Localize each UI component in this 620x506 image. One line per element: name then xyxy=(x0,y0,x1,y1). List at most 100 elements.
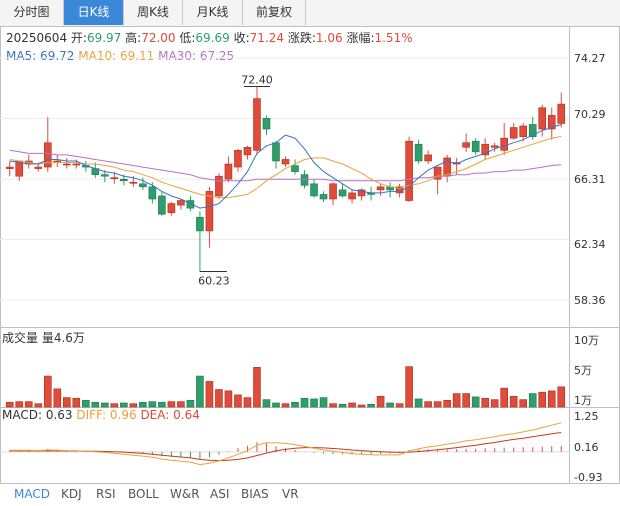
price-axis-label: 74.27 xyxy=(574,52,606,65)
candle-body xyxy=(101,174,109,177)
info-open-label: 开: xyxy=(70,31,87,45)
volume-bar xyxy=(462,393,470,408)
indicator-vr[interactable]: VR xyxy=(282,487,299,501)
period-tabs: 分时图 日K线 周K线 月K线 前复权 xyxy=(0,0,620,27)
candle-body xyxy=(234,150,242,168)
indicator-boll[interactable]: BOLL xyxy=(128,487,159,501)
candle-body xyxy=(376,186,385,191)
candle-body xyxy=(253,98,261,151)
volume-bar xyxy=(167,401,176,408)
candle-body xyxy=(43,142,52,168)
indicator-macd[interactable]: MACD xyxy=(14,487,50,501)
volume-bar xyxy=(386,402,394,408)
volume-bar xyxy=(224,390,233,408)
volume-bar xyxy=(424,401,432,408)
indicator-rsi[interactable]: RSI xyxy=(96,487,116,501)
info-low-label: 低: xyxy=(179,31,196,45)
info-low: 69.69 xyxy=(195,31,230,45)
price-axis-label: 62.34 xyxy=(574,238,606,251)
volume-bar xyxy=(376,395,385,408)
info-change: 1.06 xyxy=(315,31,343,45)
volume-bar xyxy=(53,388,62,408)
macd-legend: MACD: 0.63 DIFF: 0.96 DEA: 0.64 xyxy=(2,408,200,422)
candle-body xyxy=(557,103,566,124)
candle-body xyxy=(490,145,499,148)
candle-body xyxy=(414,143,423,162)
diff-line xyxy=(9,422,562,466)
candle-body xyxy=(509,127,518,139)
info-open: 69.97 xyxy=(86,31,122,45)
volume-bar xyxy=(110,403,119,408)
info-close: 71.24 xyxy=(249,31,285,45)
volume-bar xyxy=(300,397,309,408)
volume-bar xyxy=(82,399,90,408)
volume-bar xyxy=(262,399,271,408)
candle-body xyxy=(338,189,347,197)
candle-body xyxy=(281,159,290,165)
info-high-label: 高: xyxy=(125,31,142,45)
indicator-asi[interactable]: ASI xyxy=(210,487,230,501)
low-annotation: 60.23 xyxy=(198,275,230,288)
indicator-bias[interactable]: BIAS xyxy=(241,487,269,501)
candle-body xyxy=(139,183,147,188)
tab-daily-k[interactable]: 日K线 xyxy=(64,0,124,25)
candle-body xyxy=(348,192,356,200)
tab-forward-adjust[interactable]: 前复权 xyxy=(243,0,306,25)
candle-body xyxy=(215,175,223,197)
tab-timeshare[interactable]: 分时图 xyxy=(0,0,64,25)
volume-bar xyxy=(101,402,109,408)
candle-body xyxy=(462,142,470,148)
volume-bar xyxy=(405,366,413,408)
volume-bar xyxy=(557,386,566,408)
volume-bar xyxy=(234,394,242,408)
volume-bar xyxy=(177,401,185,408)
volume-bar xyxy=(395,403,404,408)
volume-bar xyxy=(186,399,195,408)
volume-bar xyxy=(433,401,442,408)
candle-body xyxy=(167,203,176,213)
info-percent: 1.51% xyxy=(374,31,413,45)
candle-body xyxy=(120,178,128,182)
volume-axis-label: 5万 xyxy=(574,364,592,377)
tab-monthly-k[interactable]: 月K线 xyxy=(183,0,243,25)
candle-body xyxy=(186,200,195,209)
candle-body xyxy=(72,163,81,166)
candle-body xyxy=(272,142,280,162)
info-high: 72.00 xyxy=(141,31,176,45)
tab-weekly-k[interactable]: 周K线 xyxy=(124,0,183,25)
candle-body xyxy=(63,163,71,166)
candle-body xyxy=(262,118,271,130)
volume-bar xyxy=(120,402,128,408)
volume-bar xyxy=(319,397,328,408)
candle-body xyxy=(547,115,556,130)
volume-bar xyxy=(24,401,33,408)
ma30-label: MA30: 67.25 xyxy=(158,49,235,63)
candle-body xyxy=(357,189,366,197)
volume-bar xyxy=(63,397,71,408)
candle-body xyxy=(310,183,318,197)
candle-body xyxy=(110,177,119,180)
volume-bar xyxy=(471,396,480,408)
volume-bar xyxy=(34,403,43,408)
kline-chart[interactable]: 72.40 60.23 xyxy=(0,0,620,484)
volume-bar xyxy=(310,398,318,408)
volume-bar xyxy=(72,397,81,408)
indicator-kdj[interactable]: KDJ xyxy=(61,487,82,501)
volume-bar xyxy=(205,381,214,408)
volume-bar xyxy=(91,401,100,408)
dea-line xyxy=(9,432,562,462)
candle-body xyxy=(300,174,309,186)
ma5-label: MA5: 69.72 xyxy=(6,49,75,63)
candle-body xyxy=(528,124,537,137)
candle-body xyxy=(224,163,233,180)
indicator-wr[interactable]: W&R xyxy=(170,487,200,501)
volume-bar xyxy=(528,393,537,408)
ma30-line xyxy=(9,149,562,182)
candle-body xyxy=(433,166,442,180)
macd-axis-label: -0.93 xyxy=(574,471,603,484)
volume-bar xyxy=(519,399,528,408)
volume-bar xyxy=(281,403,290,408)
volume-bar xyxy=(329,403,337,408)
volume-axis-label: 1万 xyxy=(574,394,592,407)
ma10-line xyxy=(9,136,562,198)
